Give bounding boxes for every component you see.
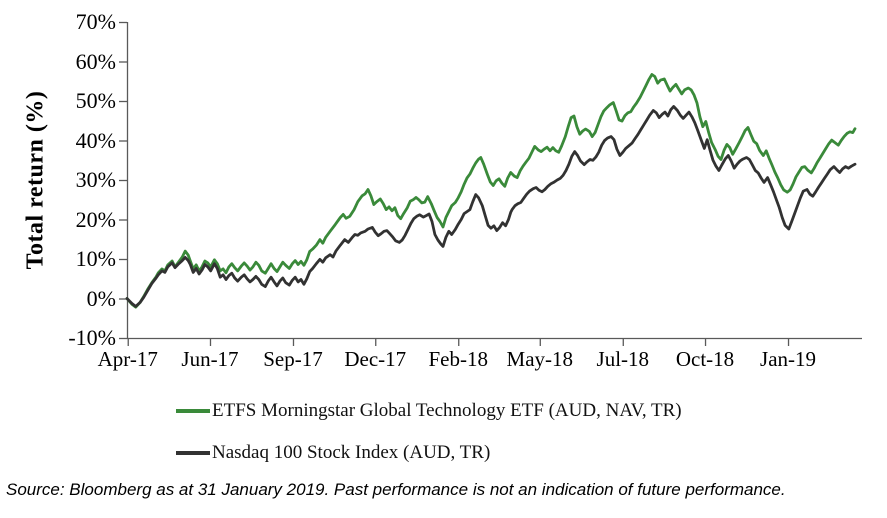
- legend-label-nasdaq: Nasdaq 100 Stock Index (AUD, TR): [212, 442, 491, 463]
- source-note: Source: Bloomberg as at 31 January 2019.…: [6, 480, 786, 499]
- y-tick-label: 50%: [75, 88, 116, 113]
- y-tick-label: 30%: [75, 167, 116, 192]
- y-tick-label: -10%: [68, 325, 116, 350]
- legend-swatch-etfs: [176, 409, 210, 413]
- y-tick-label: 0%: [86, 285, 116, 311]
- y-tick-label: 40%: [75, 127, 116, 153]
- x-tick-label: Jun-17: [181, 347, 239, 371]
- y-tick-label: 10%: [75, 246, 116, 271]
- legend-label-etfs: ETFS Morningstar Global Technology ETF (…: [212, 400, 682, 421]
- y-tick-label: 60%: [75, 48, 116, 74]
- series-line-etfs: [125, 73, 857, 309]
- x-tick-label: Jan-19: [760, 347, 817, 371]
- x-tick-label: Oct-18: [675, 347, 735, 371]
- y-tick-label: 70%: [75, 9, 116, 34]
- x-tick-label: Feb-18: [428, 347, 488, 371]
- y-tick-label: 20%: [75, 206, 116, 232]
- legend-item-nasdaq: Nasdaq 100 Stock Index (AUD, TR): [176, 442, 490, 464]
- x-tick-label: Sep-17: [263, 347, 323, 371]
- x-tick-label: Jul-18: [596, 347, 650, 371]
- x-tick-label: Apr-17: [97, 347, 158, 371]
- x-tick-label: May-18: [506, 347, 574, 371]
- legend-swatch-nasdaq: [176, 451, 210, 455]
- x-tick-label: Dec-17: [344, 347, 407, 371]
- series-line-nasdaq: [125, 105, 857, 308]
- legend-item-etfs: ETFS Morningstar Global Technology ETF (…: [176, 400, 682, 422]
